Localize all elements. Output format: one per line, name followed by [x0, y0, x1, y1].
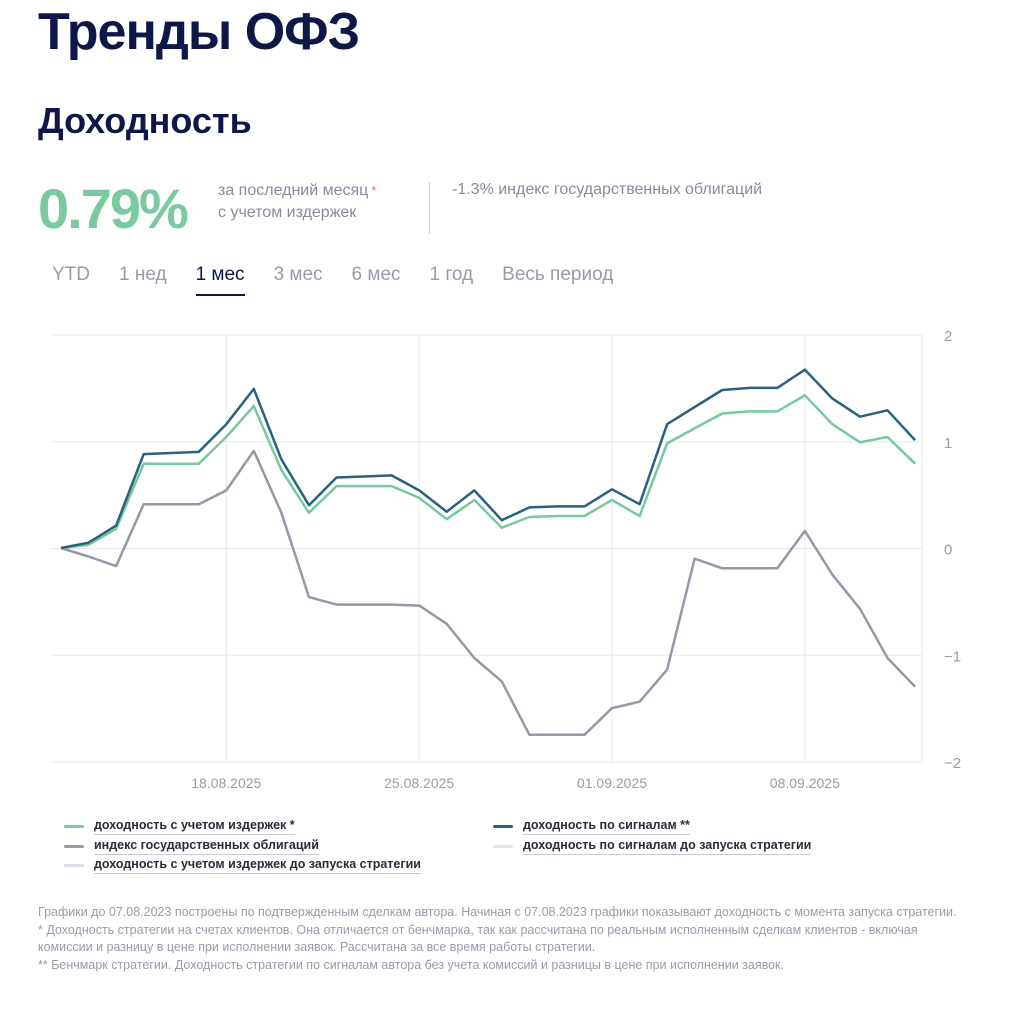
x-tick-label: 08.09.2025	[770, 775, 840, 791]
y-tick-label: 1	[944, 435, 952, 452]
asterisk: *	[371, 183, 377, 198]
tab-6-months[interactable]: 6 мес	[351, 264, 401, 285]
tab-3-months[interactable]: 3 мес	[273, 264, 323, 285]
legend-swatch	[64, 845, 84, 848]
footnotes: Графики до 07.08.2023 построены по подтв…	[38, 904, 968, 974]
return-description: за последний месяц * с учетом издержек	[218, 180, 376, 224]
y-tick-label: 2	[944, 328, 952, 345]
legend-item-index[interactable]: индекс государственных облигаций	[64, 838, 319, 855]
tab-all-time[interactable]: Весь период	[502, 264, 614, 285]
costs-label: с учетом издержек	[218, 204, 357, 221]
page-title: Тренды ОФЗ	[38, 3, 360, 61]
series-line-1	[60, 368, 917, 550]
y-tick-label: 0	[944, 542, 952, 559]
tab-ytd[interactable]: YTD	[52, 264, 90, 285]
legend-swatch	[64, 825, 84, 828]
section-title: Доходность	[38, 100, 252, 141]
y-tick-label: −1	[944, 648, 961, 665]
legend-swatch	[64, 864, 84, 867]
divider	[429, 182, 430, 234]
x-tick-label: 01.09.2025	[577, 775, 647, 791]
x-tick-label: 18.08.2025	[191, 775, 261, 791]
legend-label: доходность по сигналам **	[523, 818, 690, 835]
legend-swatch	[493, 825, 513, 828]
y-tick-label: −2	[944, 755, 961, 772]
legend-label: доходность с учетом издержек до запуска …	[94, 857, 421, 874]
legend-label: доходность с учетом издержек *	[94, 818, 295, 835]
benchmark-return: -1.3% индекс государственных облигаций	[452, 181, 763, 198]
legend-item-costs-pre[interactable]: доходность с учетом издержек до запуска …	[64, 857, 421, 874]
yield-chart: 18.08.2025 25.08.2025 01.09.2025 08.09.2025…	[52, 328, 961, 791]
tab-1-year[interactable]: 1 год	[429, 264, 474, 285]
legend-item-signals[interactable]: доходность по сигналам **	[493, 818, 690, 835]
tab-1-week[interactable]: 1 нед	[119, 264, 167, 285]
series-line-0	[60, 394, 916, 550]
period-label: за последний месяц	[218, 182, 369, 199]
legend-swatch	[493, 845, 513, 848]
legend-label: индекс государственных облигаций	[94, 838, 319, 855]
footnote-signals: ** Бенчмарк стратегии. Доходность страте…	[38, 957, 784, 972]
legend-item-signals-pre[interactable]: доходность по сигналам до запуска страте…	[493, 838, 812, 855]
legend-label: доходность по сигналам до запуска страте…	[523, 838, 812, 855]
return-value: 0.79%	[38, 177, 189, 240]
legend-item-costs[interactable]: доходность с учетом издержек *	[64, 818, 295, 835]
x-tick-label: 25.08.2025	[384, 775, 454, 791]
series-line-2	[60, 449, 917, 737]
period-tabs: YTD 1 нед 1 мес 3 мес 6 мес 1 год Весь п…	[52, 264, 642, 296]
footnote-history: Графики до 07.08.2023 построены по подтв…	[38, 905, 957, 919]
footnote-costs: * Доходность стратегии на счетах клиенто…	[38, 922, 918, 955]
tab-1-month[interactable]: 1 мес	[195, 264, 245, 296]
